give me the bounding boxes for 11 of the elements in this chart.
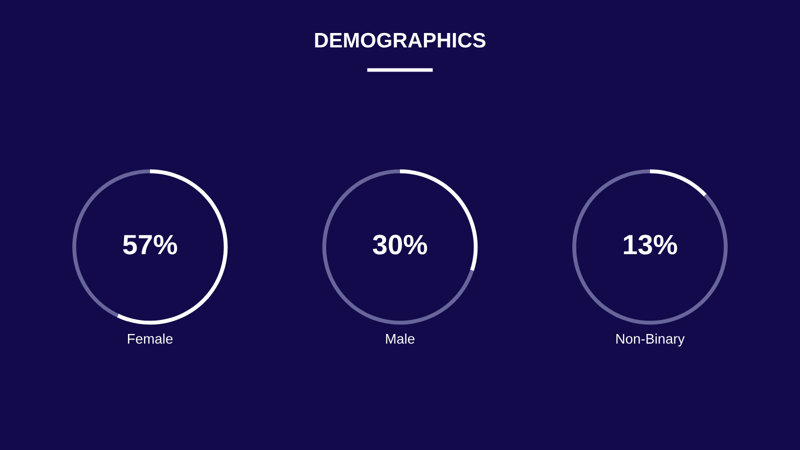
donut-slice xyxy=(116,169,228,325)
donut-slice xyxy=(322,169,474,325)
text: Female xyxy=(128,334,173,344)
text: Male xyxy=(386,334,414,344)
text: DEMOGRAPHICS xyxy=(315,32,486,48)
data-label: 30% xyxy=(372,234,428,254)
data-label: 13% xyxy=(624,234,678,254)
data-label: 57% xyxy=(123,234,178,254)
donut-slice xyxy=(650,169,707,196)
donut-slice xyxy=(572,169,728,325)
text: Non-Binary xyxy=(616,334,685,346)
